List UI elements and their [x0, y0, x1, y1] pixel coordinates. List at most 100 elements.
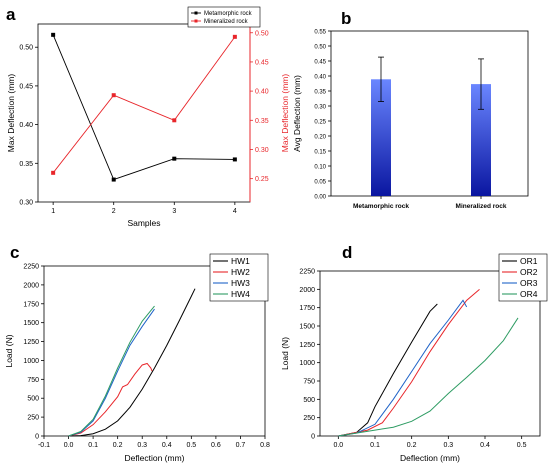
series-line	[68, 305, 155, 437]
x-tick-label: 0.4	[162, 442, 172, 449]
y-tick-label: 250	[303, 415, 315, 422]
legend-label: HW4	[231, 289, 250, 299]
series-line	[68, 362, 153, 437]
y-tick-label: 1250	[23, 339, 39, 346]
legend-label: Metamorphic rock	[204, 11, 253, 17]
panel-letter-a: a	[6, 5, 16, 24]
y-tick-label: 1750	[299, 305, 315, 312]
y-tick-label: 1000	[23, 358, 39, 365]
data-point	[51, 32, 56, 37]
plot-frame	[330, 30, 529, 197]
y-tick-label: 0	[311, 434, 315, 441]
series-line	[68, 288, 196, 437]
y-tick-label: 2000	[299, 287, 315, 294]
category-label: Metamorphic rock	[353, 203, 409, 210]
data-point	[51, 170, 56, 175]
y-tick-label: 0.40	[19, 122, 33, 129]
y2-tick-label: 0.30	[255, 147, 269, 154]
legend-label: OR1	[520, 256, 538, 266]
x-axis-label: Deflection (mm)	[400, 453, 460, 463]
y-tick-label: 2000	[23, 282, 39, 289]
y-axis-label: Load (N)	[4, 334, 14, 367]
y2-tick-label: 0.45	[255, 59, 269, 66]
series-line	[338, 299, 468, 437]
data-point	[111, 177, 116, 182]
y2-tick-label: 0.35	[255, 118, 269, 125]
x-tick-label: 0.3	[443, 442, 453, 449]
x-tick-label: 0.2	[113, 442, 123, 449]
y-tick-label: 0.45	[314, 59, 326, 65]
x-tick-label: 0.0	[64, 442, 74, 449]
y-tick-label: 0.35	[314, 89, 326, 95]
series-line	[52, 36, 236, 174]
x-tick-label: -0.1	[38, 442, 50, 449]
y-axis-label: Avg Deflection (mm)	[292, 75, 302, 152]
panel-c: c -0.1 0.0 0.1 0.2 0.3 0.4 0.5 0.6 0.7 0.8 0 250 500 7…	[4, 243, 270, 463]
y-tick-label: 0	[35, 434, 39, 441]
series-line	[68, 308, 155, 437]
data-point	[232, 34, 237, 39]
panel-letter-d: d	[342, 243, 352, 262]
x-tick-label: 1	[51, 208, 55, 215]
y-tick-label: 1250	[299, 342, 315, 349]
x-tick-label: 0.3	[137, 442, 147, 449]
legend-swatch-marker	[194, 19, 198, 23]
y-tick-label: 0.05	[314, 179, 326, 185]
x-tick-label: 0.1	[370, 442, 380, 449]
bar	[371, 79, 391, 196]
panel-a: a 1 2 3 4 0.30 0.35 0.40 0.45 0.50 0.25 0.30 0.35 0.4…	[6, 5, 290, 228]
series-line	[338, 317, 519, 437]
panel-b: b 0.00 0.05 0.10 0.15 0.20 0.25 0.30 0.35 0.40 0.4…	[292, 9, 529, 210]
y-tick-label: 0.30	[314, 104, 326, 110]
y-tick-label: 0.50	[314, 44, 326, 50]
y-tick-label: 1500	[23, 320, 39, 327]
y2-tick-label: 0.25	[255, 176, 269, 183]
data-point	[172, 156, 177, 161]
y-tick-label: 500	[303, 397, 315, 404]
plot-frame	[37, 23, 251, 203]
data-point	[111, 93, 116, 98]
legend-label: OR2	[520, 267, 538, 277]
y-tick-label: 0.50	[19, 45, 33, 52]
y-tick-label: 2250	[23, 264, 39, 271]
data-point	[172, 118, 177, 123]
y2-tick-label: 0.50	[255, 30, 269, 37]
series-line	[338, 288, 480, 437]
legend-label: Mineralized rock	[204, 19, 249, 25]
y-tick-label: 1750	[23, 301, 39, 308]
x-tick-label: 0.2	[407, 442, 417, 449]
x-tick-label: 0.5	[186, 442, 196, 449]
y-tick-label: 250	[27, 415, 39, 422]
plot-frame	[319, 270, 541, 437]
y-tick-label: 2250	[299, 269, 315, 276]
x-axis-label: Samples	[127, 218, 160, 228]
bar	[471, 84, 491, 196]
legend-label: OR3	[520, 278, 538, 288]
y2-axis-label: Max Deflection (mm)	[280, 74, 290, 153]
panel-letter-c: c	[10, 243, 19, 262]
legend-label: HW1	[231, 256, 250, 266]
y-axis-label: Max Deflection (mm)	[6, 74, 16, 153]
legend-box	[187, 6, 261, 28]
y-tick-label: 750	[27, 377, 39, 384]
legend-box	[498, 253, 548, 302]
x-tick-label: 0.8	[260, 442, 270, 449]
y-tick-label: 0.15	[314, 149, 326, 155]
data-point	[232, 157, 237, 162]
y-tick-label: 0.20	[314, 134, 326, 140]
category-label: Mineralized rock	[456, 203, 507, 210]
legend-box	[209, 253, 269, 302]
x-tick-label: 2	[112, 208, 116, 215]
y-tick-label: 1500	[299, 324, 315, 331]
series-line	[52, 34, 235, 181]
panel-d: d 0.0 0.1 0.2 0.3 0.4 0.5 0 250 500 750 1000 1250 150…	[280, 243, 548, 463]
y-tick-label: 0.40	[314, 74, 326, 80]
y-tick-label: 0.55	[314, 29, 326, 35]
x-tick-label: 0.6	[211, 442, 221, 449]
x-tick-label: 0.4	[480, 442, 490, 449]
x-tick-label: 3	[172, 208, 176, 215]
x-axis-label: Deflection (mm)	[125, 453, 185, 463]
x-tick-label: 0.1	[88, 442, 98, 449]
x-tick-label: 0.0	[333, 442, 343, 449]
plot-frame	[43, 265, 266, 437]
